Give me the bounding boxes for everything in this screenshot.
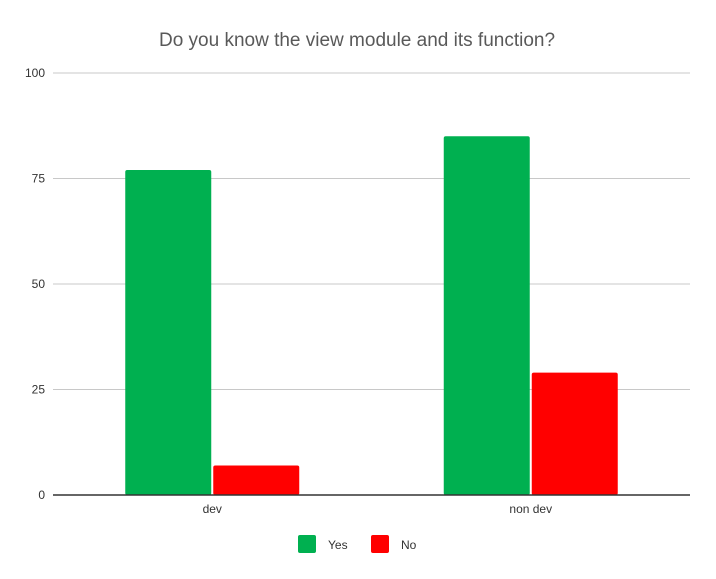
legend-label-no: No [401, 538, 417, 552]
bar-yes-dev [125, 170, 212, 495]
y-tick-label: 75 [32, 172, 46, 186]
x-tick-label: non dev [509, 502, 552, 516]
chart-title: Do you know the view module and its func… [159, 30, 555, 51]
bars [125, 136, 618, 496]
bar-no-non-dev [531, 372, 618, 495]
legend: Yes No [298, 535, 417, 553]
x-axis-tick-labels: dev non dev [203, 502, 553, 516]
y-tick-label: 0 [38, 488, 45, 502]
bar-yes-non-dev [443, 136, 530, 496]
legend-swatch-no [371, 535, 389, 553]
legend-label-yes: Yes [328, 538, 348, 552]
y-axis-tick-labels: 0 25 50 75 100 [25, 66, 45, 502]
y-tick-label: 50 [32, 277, 46, 291]
x-tick-label: dev [203, 502, 222, 516]
y-tick-label: 100 [25, 66, 45, 80]
y-tick-label: 25 [32, 383, 46, 397]
bar-no-dev [213, 465, 300, 495]
legend-swatch-yes [298, 535, 316, 553]
